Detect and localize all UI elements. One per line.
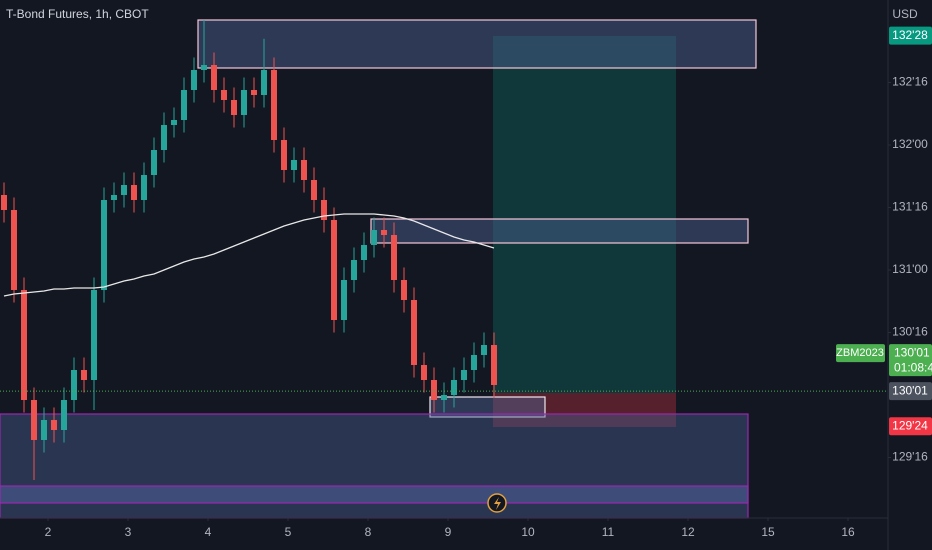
x-tick-label: 15 bbox=[761, 525, 775, 539]
candle-body bbox=[231, 100, 237, 115]
loss-zone[interactable] bbox=[493, 393, 676, 427]
symbol-tag-label: ZBM2023 bbox=[836, 347, 884, 359]
x-tick-label: 9 bbox=[445, 525, 452, 539]
zone-rect[interactable] bbox=[197, 19, 757, 69]
candle-body bbox=[291, 160, 297, 170]
price-tag-label: 129'24 bbox=[892, 418, 928, 432]
y-tick-label: 131'16 bbox=[892, 200, 928, 214]
x-tick-label: 8 bbox=[365, 525, 372, 539]
candle-body bbox=[241, 90, 247, 115]
candle-body bbox=[311, 180, 317, 200]
candle-body bbox=[471, 355, 477, 370]
candle-body bbox=[441, 395, 447, 400]
x-tick-label: 16 bbox=[841, 525, 855, 539]
price-tag bbox=[889, 417, 932, 436]
zone-rect[interactable] bbox=[429, 396, 546, 418]
candle-body bbox=[171, 120, 177, 125]
y-tick-label: 132'00 bbox=[892, 137, 928, 151]
candle-body bbox=[181, 90, 187, 120]
candles bbox=[0, 20, 497, 480]
candle-body bbox=[421, 365, 427, 380]
candle-body bbox=[131, 185, 137, 200]
price-tag-label: 132'28 bbox=[892, 28, 928, 42]
y-tick-label: 131'00 bbox=[892, 262, 928, 276]
candle-body bbox=[51, 420, 57, 430]
candle-body bbox=[221, 90, 227, 100]
candle-body bbox=[21, 290, 27, 400]
candle-body bbox=[101, 200, 107, 290]
candle-body bbox=[191, 70, 197, 90]
currency: USD bbox=[892, 7, 918, 21]
chart-title: T-Bond Futures, 1h, CBOT bbox=[6, 7, 149, 21]
x-tick-label: 11 bbox=[602, 525, 615, 539]
candle-body bbox=[111, 195, 117, 200]
candle-body bbox=[341, 280, 347, 320]
last-price-tag bbox=[889, 344, 932, 377]
zone-rect[interactable] bbox=[370, 218, 749, 244]
candle-body bbox=[491, 345, 497, 385]
candle-body bbox=[351, 260, 357, 280]
candle-body bbox=[31, 400, 37, 440]
y-tick-label: 132'16 bbox=[892, 75, 928, 89]
profit-zone[interactable] bbox=[493, 36, 676, 393]
candle-body bbox=[361, 245, 367, 260]
x-tick-label: 2 bbox=[45, 525, 52, 539]
price-tag-label: 130'01 bbox=[892, 383, 928, 397]
x-tick-label: 10 bbox=[521, 525, 535, 539]
candle-body bbox=[151, 150, 157, 175]
x-tick-label: 12 bbox=[681, 525, 695, 539]
candle-body bbox=[201, 65, 207, 70]
candle-body bbox=[81, 370, 87, 380]
candle-body bbox=[401, 280, 407, 300]
zone-rect[interactable] bbox=[0, 485, 749, 504]
moving-average bbox=[3, 213, 495, 297]
candle-body bbox=[481, 345, 487, 355]
candle-body bbox=[301, 160, 307, 180]
candle-body bbox=[121, 185, 127, 195]
lightning bbox=[494, 497, 501, 510]
candle-body bbox=[61, 400, 67, 430]
candle-body bbox=[41, 420, 47, 440]
candle-body bbox=[91, 290, 97, 380]
x-tick-label: 3 bbox=[125, 525, 132, 539]
candle-body bbox=[381, 230, 387, 235]
candle-body bbox=[141, 175, 147, 200]
candle-body bbox=[391, 235, 397, 280]
candle-body bbox=[371, 230, 377, 245]
candle-body bbox=[11, 210, 17, 290]
candle-body bbox=[71, 370, 77, 400]
candle-body bbox=[251, 90, 257, 95]
candle-body bbox=[281, 140, 287, 170]
y-tick-label: 130'16 bbox=[892, 325, 928, 339]
candle-body bbox=[461, 370, 467, 380]
countdown: 01:08:49 bbox=[894, 360, 932, 374]
candle-body bbox=[161, 125, 167, 150]
y-tick-label: 129'16 bbox=[892, 450, 928, 464]
last-price-label: 130'01 bbox=[894, 345, 930, 359]
candle-body bbox=[261, 70, 267, 95]
x-tick-label: 4 bbox=[205, 525, 212, 539]
candle-body bbox=[451, 380, 457, 395]
price-tag bbox=[889, 382, 932, 401]
candle-body bbox=[321, 200, 327, 220]
x-tick-label: 5 bbox=[285, 525, 292, 539]
price-tag bbox=[889, 26, 932, 45]
candle-body bbox=[431, 380, 437, 400]
candle-body bbox=[0, 195, 7, 210]
candle-body bbox=[411, 300, 417, 365]
candle-body bbox=[211, 65, 217, 90]
candle-body bbox=[271, 70, 277, 140]
candle-body bbox=[331, 220, 337, 320]
symbol-tag bbox=[836, 344, 885, 363]
